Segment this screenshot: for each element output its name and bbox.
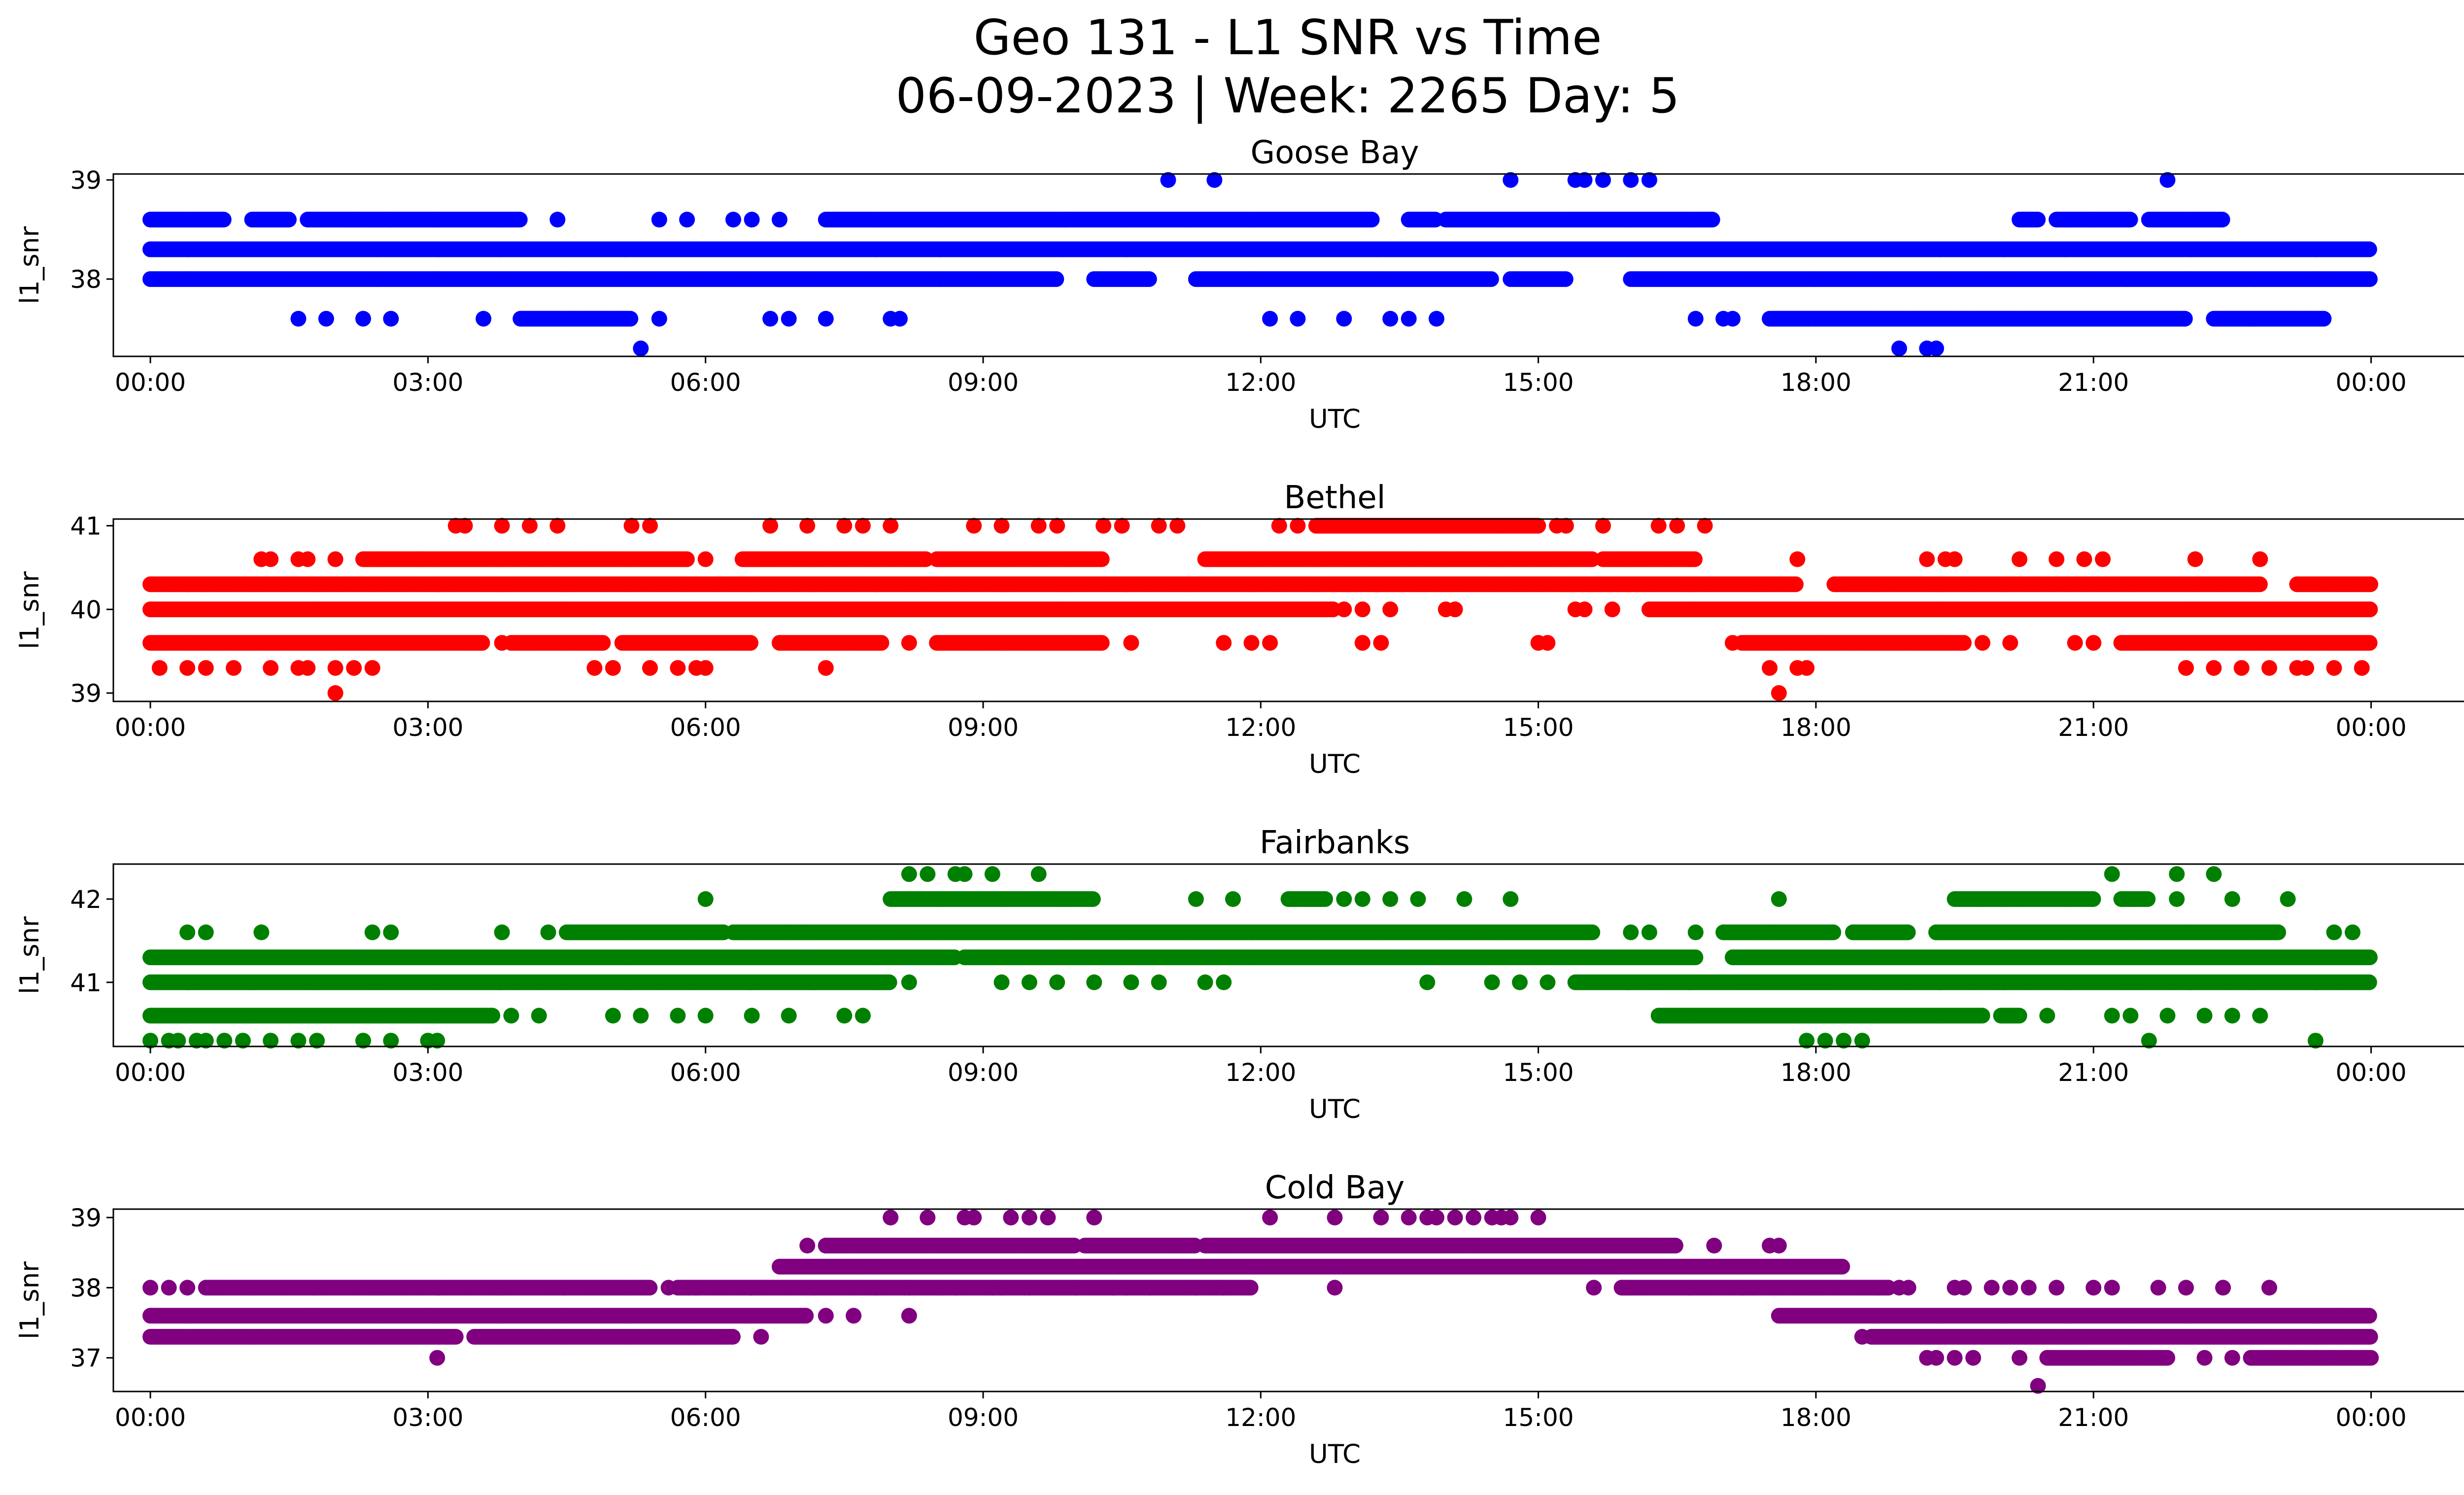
- data-point: [892, 311, 908, 327]
- data-point: [2316, 311, 2332, 327]
- data-point: [1429, 311, 1444, 327]
- data-point: [744, 211, 760, 228]
- data-point: [1382, 311, 1399, 327]
- y-tick-label: 39: [70, 166, 102, 195]
- data-point: [290, 311, 307, 327]
- data-point: [512, 211, 528, 228]
- data-point: [771, 211, 787, 228]
- data-point: [725, 211, 741, 228]
- data-point: [762, 311, 779, 327]
- x-tick-label: 06:00: [670, 368, 741, 397]
- data-point: [1891, 340, 1907, 356]
- data-point: [2361, 241, 2377, 257]
- data-point: [215, 211, 232, 228]
- data-point: [651, 311, 667, 327]
- data-point: [1483, 271, 1499, 287]
- data-point: [1262, 311, 1278, 327]
- data-point: [1724, 311, 1741, 327]
- data-point: [651, 211, 667, 228]
- data-point: [2361, 271, 2378, 287]
- y-axis-label: l1_snr: [15, 226, 45, 304]
- data-point: [549, 211, 566, 228]
- subplot-title: Goose Bay: [1251, 135, 1419, 171]
- figure-title-line-2: 06-09-2023 | Week: 2265 Day: 5: [895, 68, 1680, 124]
- data-point: [2122, 211, 2138, 228]
- data-point: [383, 311, 399, 327]
- subplot-goose-bay: Goose Bay 00:00 03:00 06:00 09:00 12:00 15:00 1…: [15, 135, 2464, 434]
- data-point: [383, 211, 399, 228]
- data-points: [142, 172, 2378, 356]
- data-point: [1048, 271, 1064, 287]
- subplot-title: Bethel: [1284, 480, 1385, 516]
- figure-title-line-1: Geo 131 - L1 SNR vs Time: [973, 10, 1602, 66]
- data-point: [318, 311, 334, 327]
- x-tick-label: 00:00: [115, 368, 186, 397]
- data-point: [476, 311, 492, 327]
- axes-frame: [112, 173, 2464, 357]
- data-point: [1787, 576, 1804, 592]
- data-point: [818, 311, 834, 327]
- x-tick-label: 03:00: [392, 368, 463, 397]
- data-point: [2214, 211, 2230, 228]
- data-point: [281, 211, 297, 228]
- y-tick-label: 38: [70, 265, 102, 294]
- figure-title: Geo 131 - L1 SNR vs Time 06-09-2023 | We…: [0, 9, 2464, 125]
- data-point: [429, 211, 445, 228]
- data-point: [1141, 271, 1157, 287]
- data-point: [1364, 211, 1380, 228]
- x-tick-label: 09:00: [948, 368, 1019, 397]
- data-points: [142, 518, 2378, 701]
- data-point: [781, 311, 797, 327]
- data-point: [1704, 211, 1720, 228]
- data-point: [346, 211, 362, 228]
- data-point: [1928, 340, 1944, 356]
- x-tick-label: 21:00: [2058, 368, 2129, 397]
- x-tick-label: 15:00: [1503, 368, 1574, 397]
- x-tick-label: 12:00: [1225, 368, 1296, 397]
- data-point: [2362, 601, 2378, 618]
- x-tick-label: 18:00: [1780, 368, 1851, 397]
- data-point: [679, 211, 695, 228]
- data-point: [1687, 311, 1704, 327]
- data-point: [355, 311, 371, 327]
- x-tick-label: 00:00: [2335, 368, 2406, 397]
- data-point: [633, 340, 649, 356]
- data-point: [1401, 311, 1417, 327]
- x-axis-label: UTC: [1309, 404, 1361, 434]
- data-point: [2030, 211, 2046, 228]
- data-point: [1557, 271, 1574, 287]
- data-point: [1290, 311, 1306, 327]
- data-point: [1336, 311, 1352, 327]
- data-point: [622, 311, 639, 327]
- data-point: [2177, 311, 2193, 327]
